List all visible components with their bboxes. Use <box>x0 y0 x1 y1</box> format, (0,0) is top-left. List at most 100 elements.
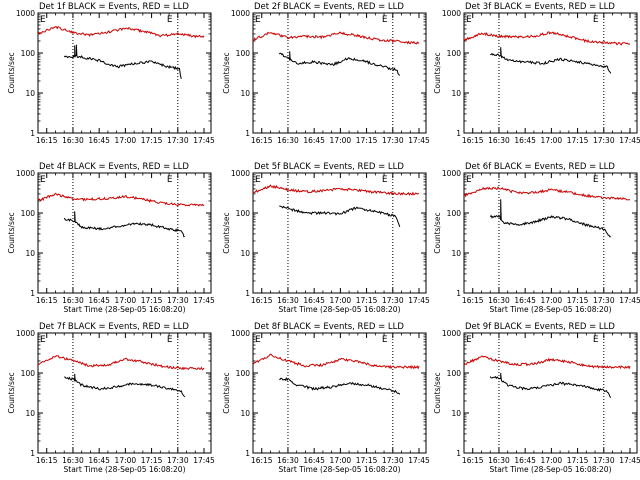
x-tick-label: 17:30 <box>382 456 404 465</box>
x-axis-label: Start Time (28-Sep-05 16:08:20) <box>64 465 186 474</box>
x-tick-label: 17:45 <box>619 296 640 305</box>
events-series-line <box>490 47 612 74</box>
x-tick-label: 17:00 <box>541 296 563 305</box>
x-tick-label: 16:30 <box>62 136 84 145</box>
y-tick-label: 1 <box>456 129 461 138</box>
events-series-line <box>63 211 186 238</box>
corner-marker-right: E <box>167 335 173 345</box>
y-tick-label: 1000 <box>231 169 250 178</box>
y-tick-label: 1 <box>30 129 35 138</box>
x-tick-label: 17:30 <box>382 136 404 145</box>
plot-frame <box>252 12 427 134</box>
x-tick-label: 16:30 <box>277 296 299 305</box>
corner-marker-left: E <box>255 175 261 185</box>
x-tick-label: 17:45 <box>193 136 215 145</box>
detector-panel: Det 2f BLACK = Events, RED = LLD E E 1 10 100… <box>222 2 430 145</box>
x-tick-label: 16:30 <box>277 136 299 145</box>
y-axis-label: Counts/sec <box>7 372 16 413</box>
x-tick-label: 17:00 <box>330 456 352 465</box>
corner-marker-left: E <box>255 15 261 25</box>
x-tick-label: 16:15 <box>251 136 273 145</box>
corner-marker-right: E <box>593 335 599 345</box>
x-tick-label: 16:15 <box>36 296 58 305</box>
y-tick-label: 1000 <box>16 329 35 338</box>
y-tick-label: 1 <box>30 289 35 298</box>
x-tick-label: 17:00 <box>330 136 352 145</box>
events-series-line <box>63 44 182 80</box>
corner-marker-left: E <box>466 175 472 185</box>
x-tick-label: 17:00 <box>115 456 137 465</box>
y-tick-label: 1000 <box>442 169 461 178</box>
y-tick-label: 10 <box>25 249 35 258</box>
y-axis-label: Counts/sec <box>222 212 231 253</box>
lld-series-line <box>37 192 205 207</box>
x-tick-label: 16:45 <box>303 456 325 465</box>
events-series-line <box>489 372 612 398</box>
corner-marker-left: E <box>466 335 472 345</box>
y-tick-label: 10 <box>451 89 461 98</box>
y-tick-label: 1000 <box>231 9 250 18</box>
y-tick-label: 1 <box>245 129 250 138</box>
events-series-line <box>279 376 401 395</box>
x-tick-label: 17:30 <box>382 296 404 305</box>
y-tick-label: 100 <box>236 209 251 218</box>
panel-title: Det 1f BLACK = Events, RED = LLD <box>39 2 189 12</box>
x-tick-label: 17:30 <box>167 136 189 145</box>
events-series-line <box>278 51 401 76</box>
y-tick-label: 1000 <box>16 169 35 178</box>
x-tick-label: 17:00 <box>115 296 137 305</box>
lld-series-line <box>252 184 420 196</box>
x-tick-label: 17:45 <box>408 456 430 465</box>
x-tick-label: 17:45 <box>193 456 215 465</box>
detector-panel: Det 3f BLACK = Events, RED = LLD E E 1 10 100… <box>433 2 640 145</box>
x-tick-label: 16:15 <box>251 456 273 465</box>
x-tick-label: 16:15 <box>462 136 484 145</box>
corner-marker-right: E <box>382 175 388 185</box>
x-tick-label: 16:45 <box>303 136 325 145</box>
events-series-line <box>489 199 611 238</box>
lld-series-line <box>37 355 205 371</box>
detector-panel: Det 1f BLACK = Events, RED = LLD E E 1 10 100… <box>7 2 215 145</box>
x-axis-label: Start Time (28-Sep-05 16:08:20) <box>64 305 186 314</box>
plot-frame <box>252 172 427 294</box>
lld-series-line <box>37 25 205 39</box>
plot-frame <box>37 12 212 134</box>
y-tick-label: 100 <box>447 49 462 58</box>
y-tick-label: 1 <box>245 449 250 458</box>
detector-panel: Det 4f BLACK = Events, RED = LLD E E 1 10 100… <box>7 162 215 314</box>
x-tick-label: 16:30 <box>488 456 510 465</box>
corner-marker-left: E <box>40 175 46 185</box>
x-tick-label: 16:45 <box>88 296 110 305</box>
panel-title: Det 6f BLACK = Events, RED = LLD <box>465 162 615 172</box>
y-tick-label: 10 <box>240 89 250 98</box>
plot-frame <box>252 332 427 454</box>
x-tick-label: 16:30 <box>62 456 84 465</box>
corner-marker-right: E <box>382 15 388 25</box>
x-tick-label: 17:15 <box>141 136 163 145</box>
corner-marker-left: E <box>466 15 472 25</box>
x-tick-label: 16:15 <box>462 456 484 465</box>
x-tick-label: 16:45 <box>514 456 536 465</box>
y-axis-label: Counts/sec <box>7 212 16 253</box>
x-tick-label: 17:45 <box>408 296 430 305</box>
x-tick-label: 17:45 <box>619 456 640 465</box>
x-tick-label: 17:45 <box>193 296 215 305</box>
y-tick-label: 100 <box>21 49 36 58</box>
detector-panel: Det 9f BLACK = Events, RED = LLD E E 1 10 100… <box>433 322 640 474</box>
y-tick-label: 1000 <box>231 329 250 338</box>
plot-frame <box>463 332 638 454</box>
events-series-line <box>63 373 186 398</box>
x-tick-label: 17:00 <box>115 136 137 145</box>
x-tick-label: 17:15 <box>141 296 163 305</box>
x-tick-label: 17:15 <box>356 296 378 305</box>
plot-frame <box>37 332 212 454</box>
y-axis-label: Counts/sec <box>433 372 442 413</box>
x-tick-label: 17:00 <box>541 456 563 465</box>
y-tick-label: 100 <box>236 369 251 378</box>
corner-marker-left: E <box>40 15 46 25</box>
y-axis-label: Counts/sec <box>222 372 231 413</box>
y-tick-label: 100 <box>21 209 36 218</box>
plot-frame <box>463 12 638 134</box>
plot-frame <box>463 172 638 294</box>
